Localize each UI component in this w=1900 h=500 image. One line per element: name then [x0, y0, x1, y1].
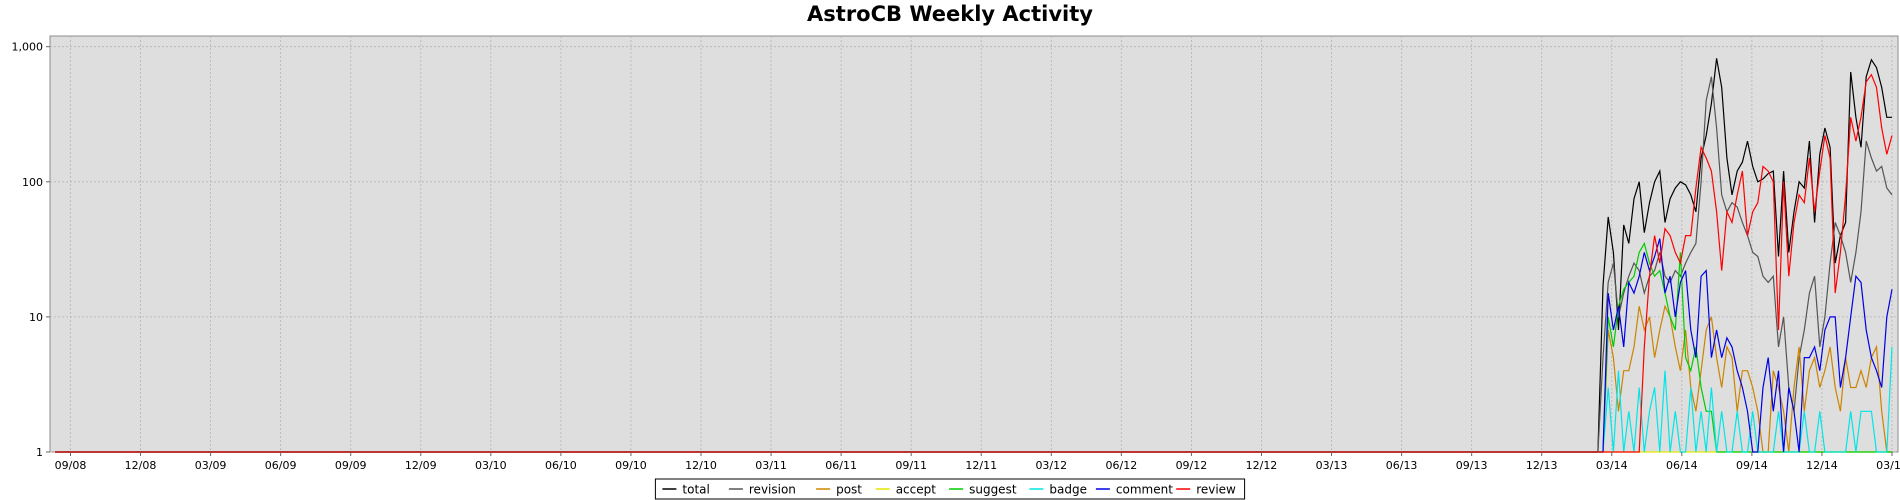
y-tick-label: 1,000: [12, 41, 44, 54]
x-tick-label: 03/14: [1596, 459, 1628, 472]
x-tick-label: 03/12: [1035, 459, 1067, 472]
x-tick-label: 03/09: [195, 459, 227, 472]
legend-label-comment: comment: [1116, 483, 1173, 497]
x-tick-label: 09/13: [1456, 459, 1488, 472]
series-line-review: [55, 73, 1893, 453]
legend-label-accept: accept: [896, 483, 937, 497]
x-tick-label: 09/14: [1736, 459, 1768, 472]
x-tick-label: 12/11: [965, 459, 997, 472]
x-tick-label: 12/08: [125, 459, 157, 472]
chart-title: AstroCB Weekly Activity: [807, 2, 1093, 26]
x-tick-label: 03/10: [475, 459, 507, 472]
legend-label-suggest: suggest: [969, 483, 1017, 497]
series-line-post: [55, 304, 1892, 453]
legend-label-badge: badge: [1049, 483, 1087, 497]
x-tick-label: 03/15: [1876, 459, 1900, 472]
x-tick-label: 09/10: [615, 459, 647, 472]
x-tick-label: 09/08: [55, 459, 87, 472]
legend-label-post: post: [836, 483, 862, 497]
y-tick-label: 10: [29, 311, 43, 324]
x-tick-label: 06/11: [825, 459, 857, 472]
x-tick-label: 06/13: [1386, 459, 1418, 472]
x-tick-label: 12/13: [1526, 459, 1558, 472]
legend: total revision post accept suggest badge comme…: [654, 478, 1246, 500]
grid: [50, 36, 1898, 453]
series-lines: [55, 58, 1893, 453]
x-tick-label: 09/11: [895, 459, 927, 472]
x-tick-label: 06/12: [1106, 459, 1138, 472]
x-tick-label: 09/09: [335, 459, 367, 472]
x-tick-label: 06/09: [265, 459, 297, 472]
x-tick-label: 03/11: [755, 459, 787, 472]
plot-background: [49, 35, 1899, 453]
y-tick-label: 1: [36, 446, 43, 459]
legend-label-total: total: [682, 483, 709, 497]
x-tick-label: 12/12: [1246, 459, 1278, 472]
x-tick-label: 06/14: [1666, 459, 1698, 472]
x-tick-label: 09/12: [1176, 459, 1208, 472]
x-tick-label: 06/10: [545, 459, 577, 472]
series-line-comment: [55, 238, 1893, 453]
x-tick-label: 12/10: [685, 459, 717, 472]
x-tick-label: 03/13: [1316, 459, 1348, 472]
axes: 1 10 100 1,000 09/08 12/08 03/09 06/09 09/09 12/0…: [12, 41, 1900, 472]
plot-area: [49, 35, 1899, 453]
series-line-revision: [55, 76, 1893, 453]
legend-label-review: review: [1196, 483, 1236, 497]
y-tick-label: 100: [22, 176, 43, 189]
series-line-badge: [55, 346, 1893, 453]
x-tick-label: 12/09: [405, 459, 437, 472]
legend-label-revision: revision: [749, 483, 796, 497]
x-tick-label: 12/14: [1806, 459, 1838, 472]
